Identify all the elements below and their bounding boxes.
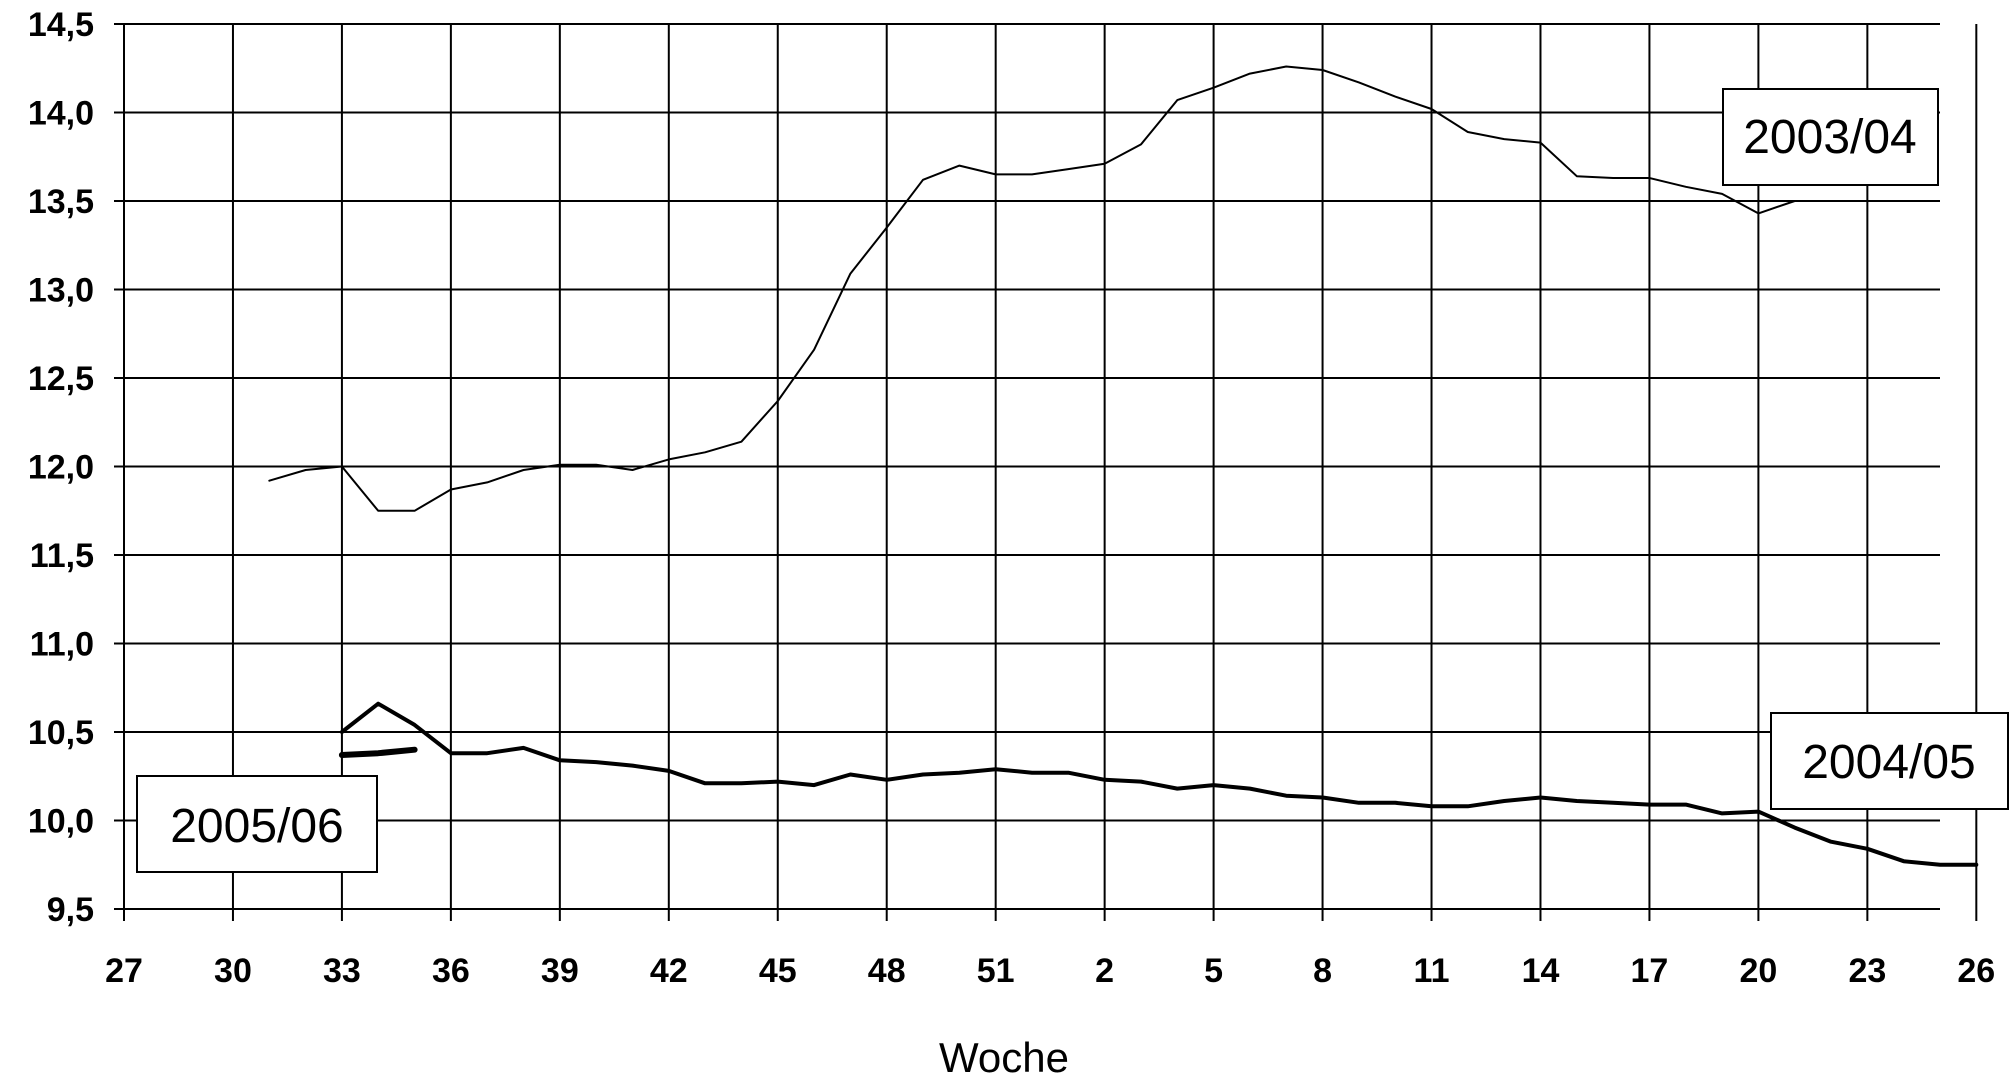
y-axis-ticks: 9,5 10,0 10,5 11,0 11,5 12,0 12,5 13,0 13,5 14,0 1… [28,6,94,929]
label-box-2003-04-frame [1722,88,1939,186]
x-tick-label: 45 [759,952,797,990]
label-2005-06: 2005/06 [170,800,344,853]
y-tick-label: 11,5 [30,537,94,575]
y-tick-label: 11,0 [30,626,94,664]
y-tick-label: 12,5 [28,360,94,398]
x-tick-label: 51 [977,952,1015,990]
label-2004-05: 2004/05 [1802,736,1976,789]
x-tick-label: 30 [214,952,252,990]
x-tick-label: 20 [1739,952,1777,990]
x-tick-label: 8 [1313,952,1332,990]
gridlines [114,23,1978,921]
x-tick-label: 26 [1957,952,1995,990]
label-box-2004-05-frame [1770,712,2009,810]
label-box-2005-06-frame [136,775,378,873]
label-2003-04: 2003/04 [1743,111,1917,164]
x-tick-label: 2 [1095,952,1114,990]
x-tick-label: 17 [1631,952,1669,990]
x-tick-label: 39 [541,952,579,990]
x-tick-label: 14 [1522,952,1560,990]
series-line-2003-04 [268,65,1796,512]
label-box-2004-05: 2004/05 [1770,712,2009,810]
x-tick-label: 23 [1848,952,1886,990]
x-tick-label: 33 [323,952,361,990]
x-axis-ticks: 27 30 33 36 39 42 45 48 51 2 5 8 11 14 17 20 23 26 [105,952,1995,990]
y-tick-label: 13,0 [28,272,94,310]
x-tick-label: 48 [868,952,906,990]
y-tick-label: 9,5 [47,891,94,929]
y-tick-label: 14,0 [28,95,94,133]
x-tick-label: 11 [1414,952,1450,990]
x-tick-label: 27 [105,952,143,990]
x-tick-label: 5 [1204,952,1223,990]
label-box-2003-04: 2003/04 [1722,88,1939,186]
series-line-2005-06 [338,746,418,758]
series-line-2004-05 [339,701,1979,867]
y-tick-label: 10,0 [28,803,94,841]
y-tick-label: 10,5 [28,714,94,752]
series-lines [268,65,1979,867]
x-axis-label: Woche [939,1034,1069,1079]
y-tick-label: 12,0 [28,449,94,487]
x-tick-label: 42 [650,952,688,990]
x-tick-label: 36 [432,952,470,990]
y-tick-label: 14,5 [28,6,94,44]
label-box-2005-06: 2005/06 [136,775,378,873]
y-tick-label: 13,5 [28,183,94,221]
